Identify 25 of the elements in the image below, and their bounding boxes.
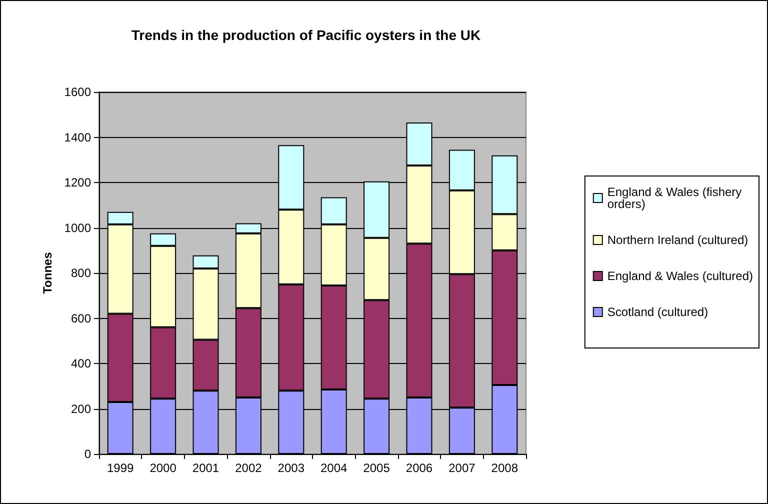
y-tick-label: 200 (70, 402, 92, 416)
x-tick-label: 2002 (235, 461, 262, 475)
x-tick-label: 2000 (150, 461, 177, 475)
y-tick-label: 1600 (64, 85, 92, 99)
x-tick-label: 2001 (192, 461, 220, 475)
legend-label: England & Wales (fishery orders) (607, 185, 745, 211)
x-tick-label: 2005 (363, 461, 390, 475)
y-tick-label: 1200 (64, 176, 92, 190)
x-tick-label: 2006 (406, 461, 433, 475)
x-tick-label: 2004 (320, 461, 348, 475)
x-tick-label: 2007 (448, 461, 476, 475)
y-axis-title: Tonnes (40, 252, 54, 294)
x-tick-label: 2003 (278, 461, 305, 475)
y-tick-label: 400 (70, 356, 92, 370)
x-tick-label: 1999 (107, 461, 134, 475)
legend-label: Northern Ireland (cultured) (607, 233, 748, 247)
y-tick-label: 800 (70, 266, 92, 280)
y-tick-label: 600 (70, 311, 92, 326)
chart-title: Trends in the production of Pacific oysters in the UK (131, 27, 481, 43)
y-tick-label: 1000 (64, 220, 92, 235)
x-tick-label: 2008 (491, 461, 518, 475)
legend-label: England & Wales (cultured) (607, 269, 754, 283)
y-tick-label: 0 (84, 447, 92, 461)
y-tick-label: 1400 (64, 130, 92, 144)
legend-label: Scotland (cultured) (607, 305, 708, 319)
